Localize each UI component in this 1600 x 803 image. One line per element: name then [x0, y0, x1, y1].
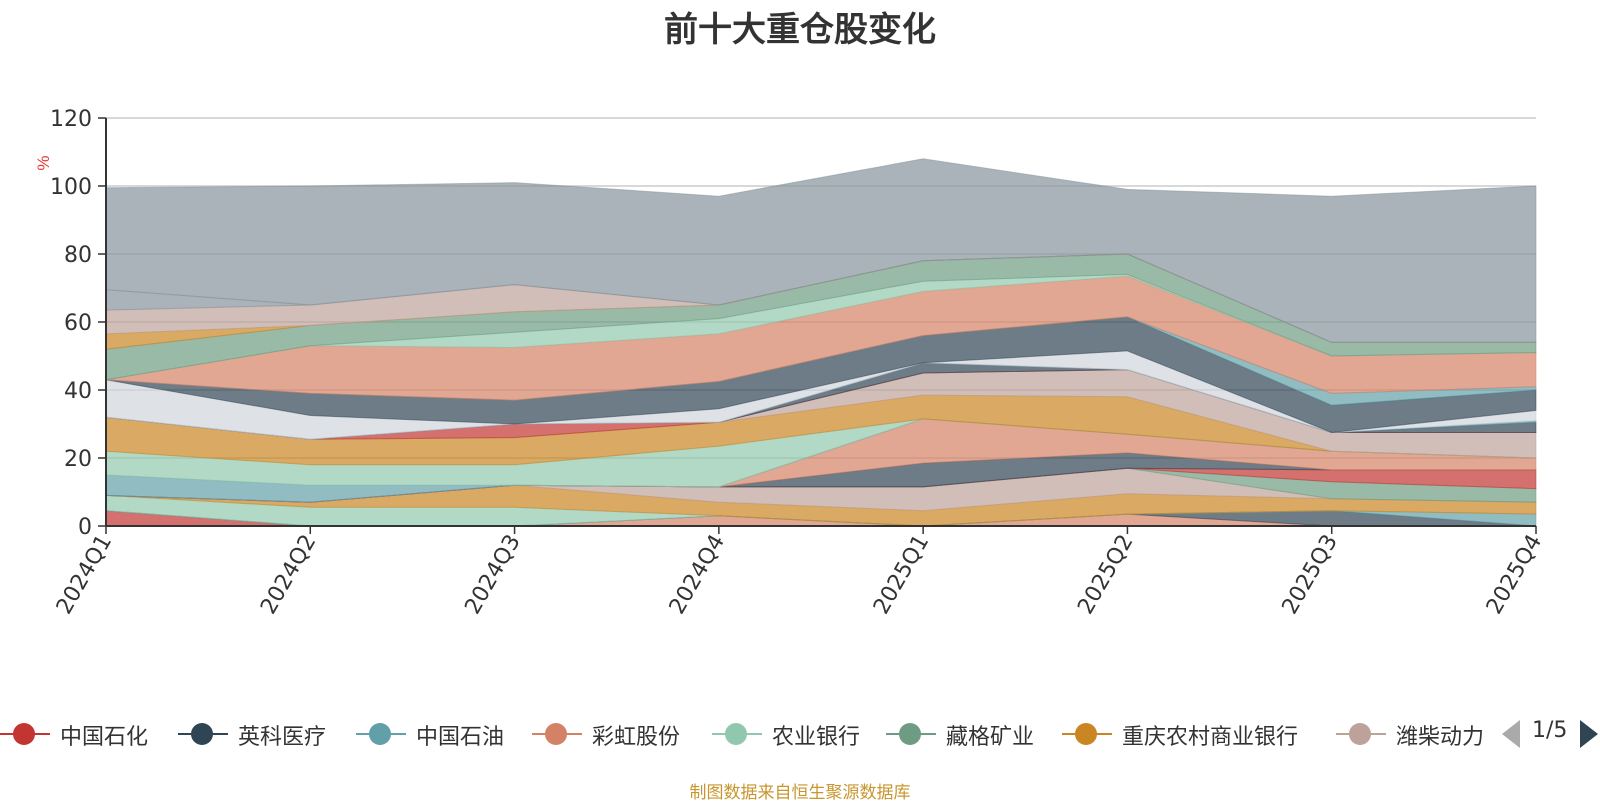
legend-label: 重庆农村商业银行	[1122, 725, 1299, 750]
legend-label: 中国石油	[416, 725, 505, 750]
x-tick-label: 2024Q2	[256, 531, 321, 619]
legend-marker-icon	[191, 723, 213, 745]
legend-item[interactable]: 农业银行	[712, 716, 886, 752]
legend-marker-icon	[899, 723, 921, 745]
legend-marker-icon	[545, 723, 567, 745]
legend-item[interactable]: 英科医疗	[178, 716, 356, 752]
legend-label: 彩虹股份	[592, 725, 681, 750]
y-tick-label: 60	[64, 311, 92, 336]
data-source-note: 制图数据来自恒生聚源数据库	[689, 783, 911, 803]
y-tick-label: 120	[50, 107, 92, 132]
legend: 中国石化 英科医疗 中国石油 彩虹股份 农业银行 藏格矿业 重庆农村商业银行 潍柴动力	[0, 716, 1600, 752]
x-tick-label: 2024Q4	[665, 531, 730, 619]
legend-item[interactable]: 彩虹股份	[532, 716, 712, 752]
legend-marker-icon	[13, 723, 35, 745]
legend-item[interactable]: 中国石化	[0, 716, 178, 752]
legend-label: 英科医疗	[238, 725, 327, 750]
x-tick-label: 2025Q2	[1073, 531, 1138, 619]
y-tick-label: 100	[50, 175, 92, 200]
area-series	[105, 158, 1537, 527]
legend-label: 潍柴动力	[1396, 725, 1485, 750]
legend-marker-icon	[1075, 723, 1097, 745]
chart-title: 前十大重仓股变化	[664, 10, 936, 50]
legend-label: 中国石化	[60, 725, 149, 750]
legend-prev-page-button[interactable]	[1502, 720, 1520, 748]
y-axis-label: %	[34, 155, 53, 170]
x-tick-label: 2024Q1	[52, 531, 117, 619]
legend-next-page-button[interactable]	[1580, 720, 1598, 748]
y-tick-label: 80	[64, 243, 92, 268]
legend-item[interactable]: 重庆农村商业银行	[1062, 716, 1336, 752]
legend-label: 藏格矿业	[946, 725, 1035, 750]
legend-marker-icon	[1349, 723, 1371, 745]
area-27	[105, 158, 1537, 343]
y-tick-label: 20	[64, 447, 92, 472]
legend-marker-icon	[725, 723, 747, 745]
stacked-area-chart: 0 20 40 60 80 100 120 2024Q1 2024Q2 2024Q3 2024Q4…	[34, 107, 1547, 619]
x-tick-label: 2024Q3	[460, 531, 525, 619]
x-tick-labels: 2024Q1 2024Q2 2024Q3 2024Q4 2025Q1 2025Q2 2025…	[52, 526, 1547, 619]
legend-item[interactable]: 藏格矿业	[886, 716, 1062, 752]
x-tick-label: 2025Q3	[1278, 531, 1343, 619]
y-tick-labels: 0 20 40 60 80 100 120	[50, 107, 106, 540]
x-tick-label: 2025Q1	[869, 531, 934, 619]
legend-marker-icon	[369, 723, 391, 745]
x-tick-label: 2025Q4	[1482, 531, 1547, 619]
legend-page-indicator: 1/5	[1532, 718, 1568, 743]
legend-item[interactable]: 潍柴动力	[1336, 716, 1486, 752]
legend-item[interactable]: 中国石油	[356, 716, 532, 752]
y-tick-label: 0	[78, 515, 92, 540]
legend-label: 农业银行	[772, 725, 861, 750]
y-tick-label: 40	[64, 379, 92, 404]
